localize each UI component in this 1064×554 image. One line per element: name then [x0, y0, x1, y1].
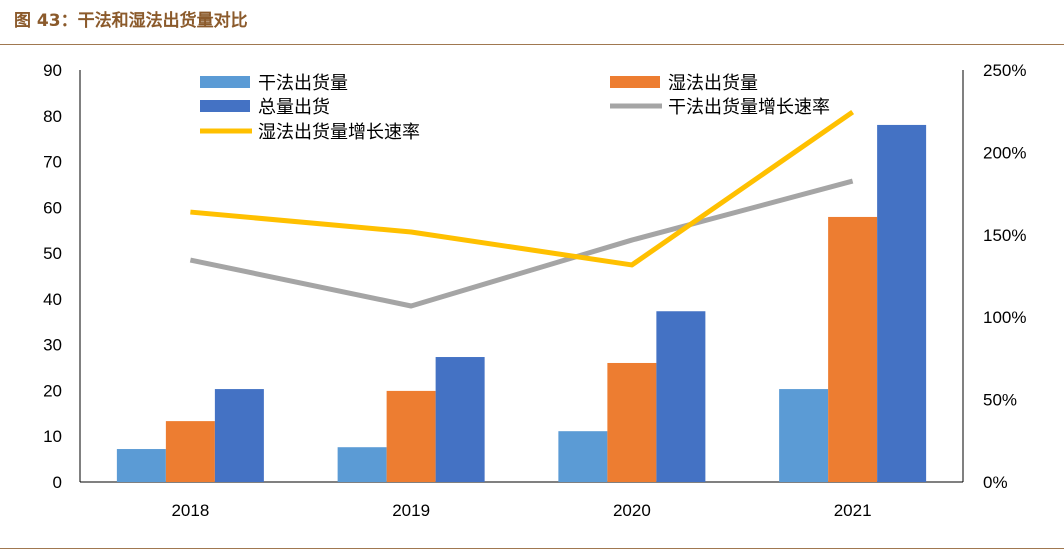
y2-tick-label: 150%	[983, 226, 1026, 245]
bar-1-2018	[116, 449, 166, 482]
bar-2-2021	[828, 216, 878, 483]
y-tick-label: 80	[43, 107, 62, 126]
y-tick-label: 70	[43, 153, 62, 172]
x-tick-label: 2019	[392, 501, 430, 520]
bar-2-2018	[165, 421, 215, 482]
bar-3-2018	[214, 389, 264, 482]
y2-tick-label: 50%	[983, 391, 1017, 410]
y-tick-label: 40	[43, 290, 62, 309]
y2-tick-label: 200%	[983, 143, 1026, 162]
y-tick-label: 90	[43, 61, 62, 80]
y-tick-label: 10	[43, 427, 62, 446]
bar-3-2021	[877, 124, 927, 482]
figure-title: 图 43：干法和湿法出货量对比	[14, 11, 248, 31]
y-tick-label: 30	[43, 336, 62, 355]
bottom-rule	[0, 548, 1064, 549]
y-tick-label: 50	[43, 244, 62, 263]
legend-label: 干法出货量	[258, 73, 348, 93]
legend-label: 干法出货量增长速率	[668, 97, 830, 117]
bar-2-2019	[386, 390, 436, 482]
bar-1-2019	[337, 447, 387, 482]
legend-label: 总量出货	[258, 97, 330, 117]
legend-label: 湿法出货量	[668, 73, 758, 93]
y2-tick-label: 100%	[983, 308, 1026, 327]
legend-swatch	[200, 100, 250, 112]
y2-tick-label: 250%	[983, 61, 1026, 80]
x-tick-label: 2020	[613, 501, 651, 520]
x-tick-label: 2018	[171, 501, 209, 520]
legend-swatch	[200, 76, 250, 88]
bar-2-2020	[607, 362, 657, 482]
legend-label: 湿法出货量增长速率	[258, 122, 420, 142]
line-series-4	[189, 178, 854, 309]
y2-tick-label: 0%	[983, 473, 1008, 492]
x-tick-label: 2021	[834, 501, 872, 520]
top-rule	[0, 44, 1064, 45]
bar-3-2019	[435, 357, 485, 482]
bar-3-2020	[656, 311, 706, 482]
legend-swatch	[610, 76, 660, 88]
y-tick-label: 20	[43, 381, 62, 400]
bar-1-2020	[558, 431, 608, 482]
line-series-5	[190, 109, 855, 268]
bar-1-2021	[779, 389, 829, 482]
y-tick-label: 0	[53, 473, 62, 492]
y-tick-label: 60	[43, 198, 62, 217]
